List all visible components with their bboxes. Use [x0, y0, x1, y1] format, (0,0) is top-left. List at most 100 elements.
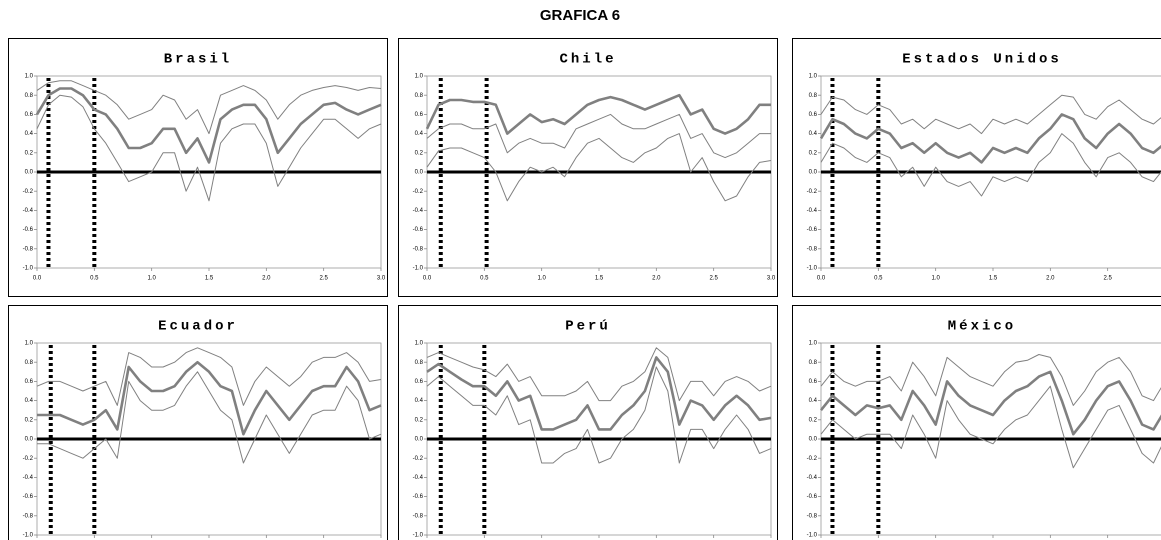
y-tick-label: 0.8: [415, 360, 424, 366]
y-tick-label: 0.4: [809, 131, 818, 137]
panel-frame: [792, 38, 1161, 297]
y-tick-label: 0.8: [809, 360, 818, 366]
panel-frame: [398, 38, 778, 297]
x-tick-label: 1.0: [931, 276, 940, 282]
y-tick-label: 0.0: [415, 437, 424, 443]
y-tick-label: -0.6: [807, 227, 818, 233]
series-line: [820, 354, 1161, 406]
x-tick-label: 2.0: [262, 276, 271, 282]
y-tick-label: 0.8: [809, 93, 818, 99]
panel-title: Brasil: [164, 52, 232, 68]
panel-title: Ecuador: [158, 319, 238, 335]
y-tick-label: 0.8: [25, 360, 34, 366]
panel-title: Estados Unidos: [902, 52, 1062, 68]
y-tick-label: 1.0: [25, 341, 34, 347]
series-line: [819, 370, 1161, 436]
series-line: [820, 94, 1161, 135]
y-tick-label: -0.4: [23, 208, 34, 214]
panel-title: Chile: [559, 52, 616, 68]
x-tick-label: 3.0: [377, 276, 386, 282]
series-line: [37, 360, 382, 436]
panel-frame: [398, 305, 778, 540]
panel: Ecuador -1.0 -0.8 -0.6 -0.4 -0.2 0.0 0.2 0.4 0.6 0…: [8, 305, 388, 540]
y-tick-label: -0.2: [413, 456, 424, 462]
y-tick-label: 0.2: [415, 417, 424, 423]
y-tick-label: -0.8: [23, 513, 34, 519]
series-line: [426, 347, 772, 402]
panel: Perú -1.0 -0.8 -0.6 -0.4 -0.2 0.0 0.2 0.4 0.6 0.8 1…: [398, 305, 778, 540]
y-tick-label: 1.0: [809, 74, 818, 80]
y-tick-label: -1.0: [23, 266, 34, 272]
x-tick-label: 1.5: [989, 276, 998, 282]
y-tick-label: 0.8: [415, 93, 424, 99]
series-line: [426, 113, 771, 159]
y-tick-label: -0.8: [807, 246, 818, 252]
y-tick-label: -1.0: [413, 533, 424, 539]
x-tick-label: 2.5: [1103, 276, 1112, 282]
y-tick-label: 0.0: [25, 437, 34, 443]
x-tick-label: 3.0: [767, 276, 776, 282]
x-tick-label: 0.5: [90, 276, 99, 282]
y-tick-label: 0.8: [25, 93, 34, 99]
panel-title: México: [948, 319, 1016, 335]
y-tick-label: 0.0: [415, 170, 424, 176]
y-tick-label: 0.0: [809, 170, 818, 176]
y-tick-label: -0.6: [807, 494, 818, 500]
x-tick-label: 2.0: [652, 276, 661, 282]
y-tick-label: 1.0: [415, 341, 424, 347]
y-tick-label: -0.2: [807, 456, 818, 462]
y-tick-label: -0.2: [23, 456, 34, 462]
y-tick-label: -0.2: [413, 189, 424, 195]
panel: Estados Unidos -1.0 -0.8 -0.6 -0.4 -0.2 0.0 0.2…: [792, 38, 1161, 297]
y-tick-label: -0.2: [807, 189, 818, 195]
series-line: [820, 385, 1161, 469]
y-tick-label: 0.2: [809, 150, 818, 156]
y-tick-label: -0.6: [23, 494, 34, 500]
x-tick-label: 0.0: [33, 276, 42, 282]
y-tick-label: 0.0: [25, 170, 34, 176]
series-line: [35, 87, 382, 164]
y-tick-label: 0.6: [415, 379, 424, 385]
panel: Brasil -1.0 -0.8 -0.6 -0.4 -0.2 0.0 0.2 0.4 0.6 0.…: [8, 38, 388, 297]
y-tick-label: 0.2: [415, 150, 424, 156]
y-tick-label: -0.4: [807, 475, 818, 481]
series-line: [426, 366, 772, 464]
panel-frame: [792, 305, 1161, 540]
x-tick-label: 0.5: [874, 276, 883, 282]
y-tick-label: 1.0: [25, 74, 34, 80]
y-tick-label: -0.6: [23, 227, 34, 233]
series-line: [819, 113, 1161, 164]
y-tick-label: -0.6: [413, 494, 424, 500]
y-tick-label: -1.0: [807, 533, 818, 539]
panel: Chile -1.0 -0.8 -0.6 -0.4 -0.2 0.0 0.2 0.4 0.6 0.8…: [398, 38, 778, 297]
y-tick-label: 0.4: [25, 131, 34, 137]
y-tick-label: -1.0: [413, 266, 424, 272]
panel: México -1.0 -0.8 -0.6 -0.4 -0.2 0.0 0.2 0.4 0.6 0.…: [792, 305, 1161, 540]
y-tick-label: -0.6: [413, 227, 424, 233]
y-tick-label: 0.4: [25, 398, 34, 404]
x-tick-label: 0.0: [423, 276, 432, 282]
x-tick-label: 1.0: [537, 276, 546, 282]
series-line: [426, 356, 772, 431]
y-tick-label: -0.4: [23, 475, 34, 481]
y-tick-label: -0.4: [413, 208, 424, 214]
y-tick-label: 0.2: [25, 150, 34, 156]
y-tick-label: 0.2: [809, 417, 818, 423]
y-tick-label: 0.2: [25, 417, 34, 423]
series-line: [36, 347, 382, 406]
y-tick-label: -0.8: [413, 513, 424, 519]
y-tick-label: 0.4: [415, 131, 424, 137]
series-line: [36, 80, 382, 135]
y-tick-label: 0.0: [809, 437, 818, 443]
x-tick-label: 2.0: [1046, 276, 1055, 282]
y-tick-label: 0.4: [415, 398, 424, 404]
y-tick-label: -0.2: [23, 189, 34, 195]
y-tick-label: 0.4: [809, 398, 818, 404]
y-tick-label: 0.6: [415, 112, 424, 118]
series-line: [36, 94, 382, 202]
y-tick-label: -0.8: [413, 246, 424, 252]
y-tick-label: -0.8: [807, 513, 818, 519]
y-tick-label: -0.4: [807, 208, 818, 214]
